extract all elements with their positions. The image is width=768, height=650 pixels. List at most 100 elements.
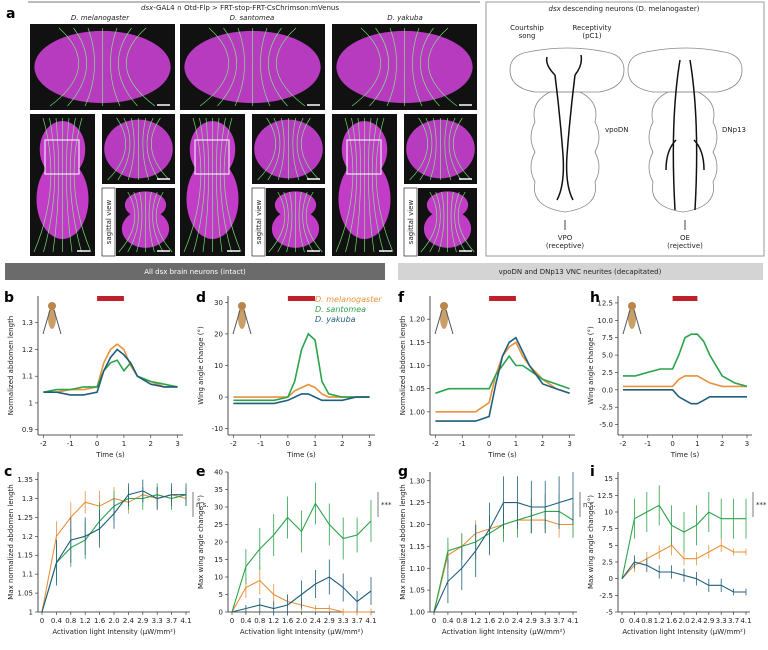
- x-tick-label: 3: [567, 440, 571, 448]
- x-tick-label: 2.9: [137, 617, 148, 625]
- x-tick-label: 0.4: [240, 617, 252, 625]
- x-tick-label: 3.7: [166, 617, 177, 625]
- x-tick-label: 0: [432, 617, 436, 625]
- y-tick-label: -10: [212, 425, 223, 433]
- neurites: [118, 191, 173, 253]
- diagram-title: dsx descending neurons (D. melanogaster): [549, 5, 700, 13]
- series-line: [231, 576, 372, 613]
- y-axis-label: Max wing angle change (°): [587, 495, 595, 589]
- annotation: n.s.: [583, 501, 596, 509]
- x-axis-label: Activation light Intensity (μW/mm²): [442, 628, 566, 636]
- x-tick-label: 3.7: [352, 617, 363, 625]
- series-line: [621, 504, 746, 579]
- y-tick-label: 25: [214, 521, 223, 529]
- x-tick-label: 3: [175, 440, 179, 448]
- x-tick-label: 3.7: [554, 617, 565, 625]
- y-tick-label: 1.15: [17, 552, 33, 560]
- diagram-label: Receptivity: [572, 24, 611, 32]
- diagram-label: DNp13: [722, 126, 746, 134]
- banner: [5, 263, 385, 280]
- banner: [398, 263, 763, 280]
- x-tick-label: 0: [230, 617, 234, 625]
- diagram-label: (rejective): [667, 242, 703, 250]
- species-label: D. santomea: [230, 14, 275, 22]
- x-tick-label: 2.9: [703, 617, 714, 625]
- y-tick-label: 2.5: [602, 559, 613, 567]
- diagram-label: vpoDN: [605, 126, 629, 134]
- y-tick-label: -5: [606, 609, 613, 617]
- x-tick-label: 2: [149, 440, 153, 448]
- x-tick-label: 3.3: [540, 617, 551, 625]
- x-tick-label: 1: [313, 440, 317, 448]
- y-tick-label: 1.1: [22, 571, 33, 579]
- y-axis-label: Normalized abdomen length: [7, 316, 15, 415]
- legend-entry: D. yakuba: [315, 315, 356, 324]
- x-axis-label: Time (s): [487, 451, 517, 459]
- x-tick-label: 2.0: [108, 617, 119, 625]
- x-tick-label: 2.9: [526, 617, 537, 625]
- x-tick-label: 0: [286, 440, 290, 448]
- y-tick-label: 1.3: [22, 495, 33, 503]
- stimulus-bar: [97, 296, 124, 301]
- series-line: [41, 490, 186, 613]
- label-box: [251, 187, 266, 257]
- vpodn-neuron: [545, 54, 583, 201]
- series-line: [623, 375, 747, 388]
- annotation: ***: [381, 501, 392, 509]
- y-tick-label: 15: [214, 556, 223, 564]
- series-line: [435, 354, 570, 395]
- diagram-label: song: [519, 32, 536, 40]
- panel-letter: f: [398, 290, 405, 306]
- x-tick-label: 1: [514, 440, 518, 448]
- x-tick-label: -2: [40, 440, 47, 448]
- y-tick-label: 1: [29, 609, 33, 617]
- roi-box: [44, 139, 80, 175]
- x-tick-label: 2.0: [296, 617, 307, 625]
- x-axis-label: Activation light Intensity (μW/mm²): [240, 628, 364, 636]
- y-tick-label: -2.5: [599, 592, 613, 600]
- title-text: descending neurons (D. melanogaster): [563, 5, 700, 13]
- x-tick-label: 1.2: [268, 617, 279, 625]
- fly-icon: [628, 302, 636, 310]
- stimulus-bar: [672, 296, 698, 301]
- x-tick-label: 0: [620, 617, 624, 625]
- y-tick-label: 1.3: [22, 319, 33, 327]
- y-tick-label: 10: [214, 574, 223, 582]
- diagram-label: (pC1): [582, 32, 602, 40]
- y-tick-label: 40: [214, 469, 223, 477]
- x-tick-label: 0.4: [442, 617, 454, 625]
- y-axis-label: Max normalized abdomen length: [7, 484, 15, 599]
- x-tick-label: -2: [619, 440, 626, 448]
- y-tick-label: 20: [214, 539, 223, 547]
- x-axis-label: Time (s): [670, 451, 700, 459]
- y-axis-label: Normalized abdomen length: [399, 316, 407, 415]
- sagittal-label: sagittal view: [105, 200, 113, 245]
- banner-text: All dsx brain neurons (intact): [144, 268, 246, 276]
- vnc-outline: [648, 91, 718, 213]
- y-tick-label: 1.25: [17, 514, 33, 522]
- series-line: [623, 333, 748, 388]
- fly-icon: [440, 307, 448, 329]
- fly-icon: [238, 302, 246, 310]
- y-tick-label: 10: [604, 509, 613, 517]
- x-tick-label: 0.8: [641, 617, 652, 625]
- y-tick-label: 1.10: [409, 362, 425, 370]
- y-tick-label: 1.05: [17, 590, 33, 598]
- y-tick-label: 1: [29, 399, 33, 407]
- y-tick-label: 2.5: [602, 369, 613, 377]
- x-tick-label: 2: [720, 440, 724, 448]
- y-tick-label: 20: [214, 330, 223, 338]
- panel-letter: c: [4, 464, 12, 480]
- neurites: [420, 191, 475, 253]
- species-label: D. yakuba: [387, 14, 423, 22]
- series-line: [43, 348, 178, 396]
- y-tick-label: 35: [214, 486, 223, 494]
- neurites: [49, 27, 156, 107]
- dnp13-neuron: [665, 59, 705, 211]
- label-box: [101, 187, 116, 257]
- diagram-label: Courtship: [510, 24, 544, 32]
- y-tick-label: 0: [219, 609, 223, 617]
- y-tick-label: 1.10: [409, 565, 425, 573]
- y-tick-label: 1.05: [409, 587, 425, 595]
